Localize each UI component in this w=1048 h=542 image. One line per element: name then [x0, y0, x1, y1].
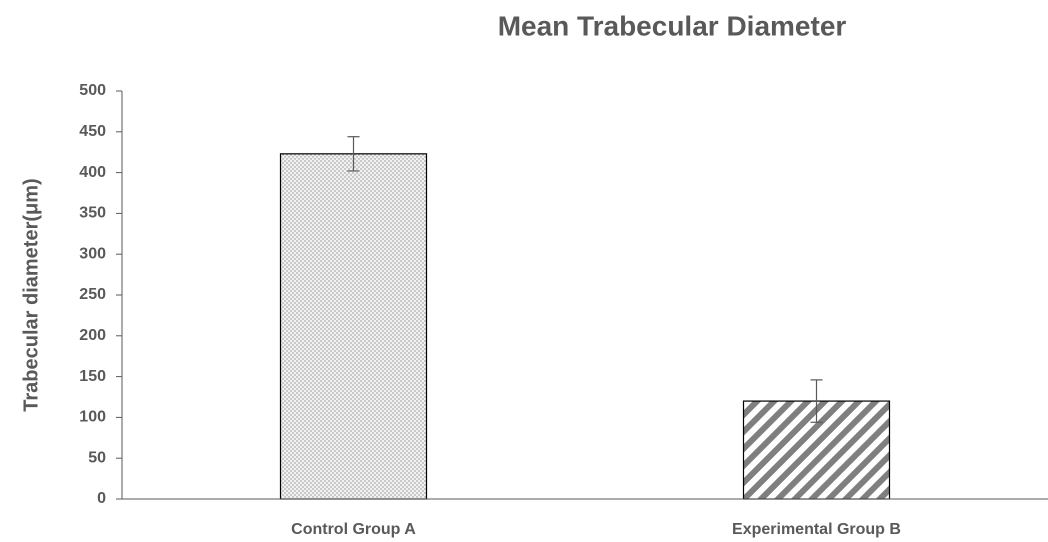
chart-title: Mean Trabecular Diameter	[498, 10, 847, 41]
bar	[279, 153, 428, 500]
y-tick-label: 300	[79, 245, 106, 262]
y-tick-label: 200	[79, 327, 106, 344]
y-tick-label: 400	[79, 164, 106, 181]
y-axis-label: Trabecular diameter(μm)	[20, 178, 42, 411]
y-tick-label: 150	[79, 368, 106, 385]
y-tick-label: 0	[97, 490, 106, 507]
y-tick-label: 450	[79, 123, 106, 140]
y-tick-label: 50	[88, 449, 106, 466]
x-tick-label: Control Group A	[291, 521, 416, 538]
y-tick-label: 250	[79, 286, 106, 303]
x-tick-label: Experimental Group B	[732, 521, 901, 538]
y-tick-label: 500	[79, 82, 106, 99]
y-tick-label: 350	[79, 205, 106, 222]
y-tick-label: 100	[79, 409, 106, 426]
